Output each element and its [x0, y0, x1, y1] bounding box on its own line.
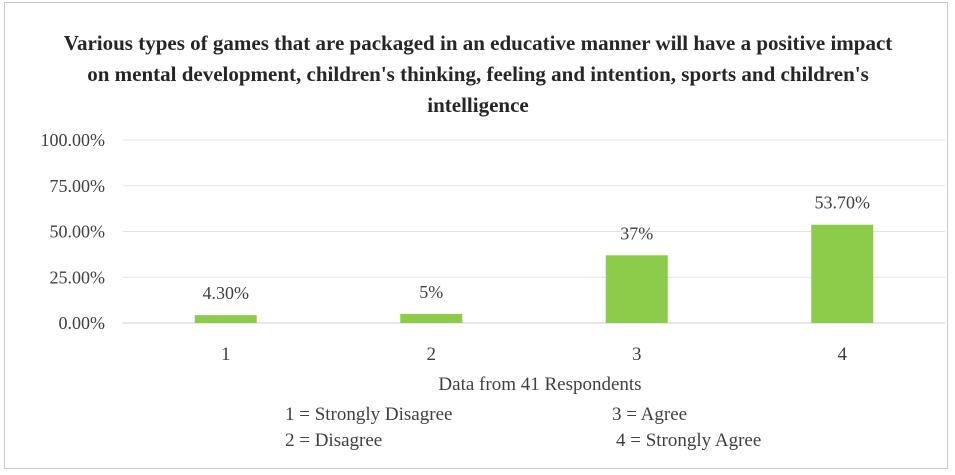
x-tick-label: 1	[221, 344, 231, 365]
bars	[194, 224, 874, 323]
legend-item-4: 4 = Strongly Agree	[616, 430, 762, 451]
chart-frame	[4, 2, 948, 469]
y-axis-tick-labels: 0.00% 25.00% 50.00% 75.00% 100.00%	[41, 130, 106, 333]
chart-title: Various types of games that are packaged…	[63, 31, 893, 117]
y-tick-label: 100.00%	[41, 130, 106, 150]
bar	[811, 224, 874, 323]
legend-item-3: 3 = Agree	[612, 404, 688, 425]
x-tick-label: 2	[427, 344, 437, 365]
x-tick-label: 4	[838, 344, 848, 365]
x-axis-title: Data from 41 Respondents	[438, 374, 642, 395]
bar	[400, 313, 463, 323]
bar	[605, 255, 668, 323]
legend-item-2: 2 = Disagree	[285, 430, 383, 451]
data-label: 37%	[620, 223, 653, 243]
y-tick-label: 50.00%	[50, 222, 106, 242]
x-tick-label: 3	[632, 344, 642, 365]
y-tick-label: 0.00%	[59, 313, 106, 333]
data-label: 4.30%	[203, 283, 250, 303]
data-label: 53.70%	[815, 193, 871, 213]
data-labels: 4.30% 5% 37% 53.70%	[203, 193, 871, 303]
legend-item-1: 1 = Strongly Disagree	[285, 404, 453, 425]
data-label: 5%	[419, 282, 443, 302]
y-tick-label: 25.00%	[50, 267, 106, 287]
gridlines	[123, 139, 945, 324]
x-axis-category-labels: 1 2 3 4	[221, 344, 848, 365]
y-tick-label: 75.00%	[50, 176, 106, 196]
bar	[194, 315, 257, 323]
